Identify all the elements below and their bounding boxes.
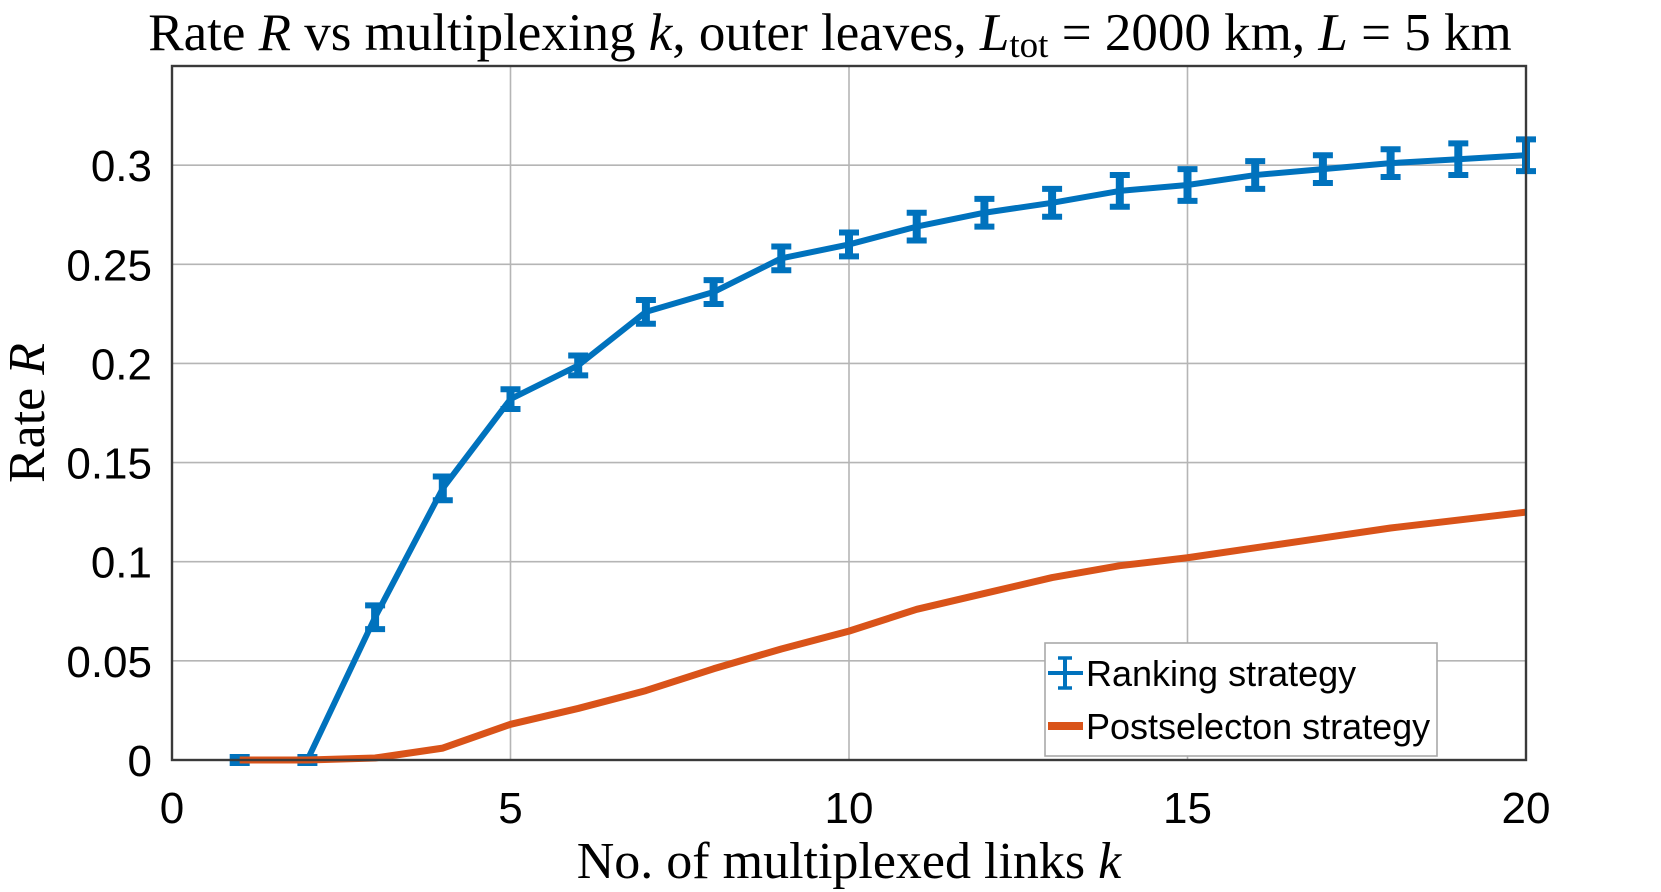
legend-entry-ranking: Ranking strategy (1048, 653, 1356, 694)
y-tick-label: 0.2 (91, 340, 152, 389)
ranking-error-bar (703, 277, 724, 307)
ranking-error-bar (906, 209, 927, 244)
text-part: No. of multiplexed links (577, 833, 1098, 890)
x-axis-label: No. of multiplexed links k (577, 833, 1122, 890)
ranking-error-bar (1448, 140, 1469, 179)
legend-box (1044, 642, 1438, 757)
x-tick-label: 15 (1163, 784, 1212, 833)
legend: Ranking strategy Postselecton strategy (1044, 642, 1438, 757)
y-tick-label: 0.25 (66, 241, 152, 290)
text-part: k (1098, 833, 1122, 890)
ranking-error-bar (974, 195, 995, 230)
tick-labels: 0 5 10 15 20 0 0.05 0.1 0.15 0.2 0.25 0.3 (66, 142, 1550, 833)
plot-frame (170, 64, 1528, 762)
y-tick-label: 0.05 (66, 638, 152, 687)
y-axis-label: Rate R (0, 343, 56, 483)
x-tick-label: 20 (1502, 784, 1551, 833)
text-part: L (979, 4, 1009, 62)
legend-entry-postselection: Postselecton strategy (1048, 706, 1430, 747)
text-part: R (0, 343, 56, 376)
ranking-error-bar (1380, 146, 1401, 181)
x-tick-label: 0 (160, 784, 184, 833)
text-part: Rate (148, 4, 258, 62)
ranking-error-bar (1109, 172, 1130, 210)
y-tick-label: 0.3 (91, 142, 152, 191)
ranking-error-bar (1042, 185, 1063, 220)
x-tick-label: 5 (498, 784, 522, 833)
text-part: k (649, 4, 674, 62)
text-part: vs multiplexing (291, 4, 649, 62)
text-part: R (258, 4, 291, 62)
y-tick-label: 0.1 (91, 539, 152, 588)
postselection-series-line (239, 508, 1527, 764)
ranking-error-bar (432, 473, 453, 504)
text-part: = 2000 km, (1048, 4, 1318, 62)
ranking-error-bar (839, 229, 859, 260)
postselection-series (239, 508, 1527, 764)
chart-title: Rate R vs multiplexing k, outer leaves, … (148, 4, 1511, 66)
ranking-error-bar (771, 243, 792, 274)
ranking-error-bar (500, 386, 521, 413)
ranking-error-bar (1177, 166, 1198, 204)
x-tick-label: 10 (825, 784, 874, 833)
text-part: tot (1009, 25, 1049, 66)
text-part: , outer leaves, (672, 4, 980, 62)
text-part: = 5 km (1348, 4, 1512, 62)
text-part: Rate (0, 375, 56, 483)
legend-label-ranking: Ranking strategy (1086, 653, 1356, 694)
ranking-error-bar (1245, 158, 1266, 192)
ranking-error-bar (365, 602, 386, 633)
text-part: L (1317, 4, 1347, 62)
legend-label-postselection: Postselecton strategy (1086, 706, 1430, 747)
y-tick-label: 0 (128, 737, 152, 786)
ranking-error-bar (568, 352, 589, 379)
ranking-series-line (239, 152, 1527, 763)
ranking-error-bar (635, 296, 656, 327)
y-tick-label: 0.15 (66, 440, 152, 489)
ranking-error-bar (1312, 152, 1333, 186)
